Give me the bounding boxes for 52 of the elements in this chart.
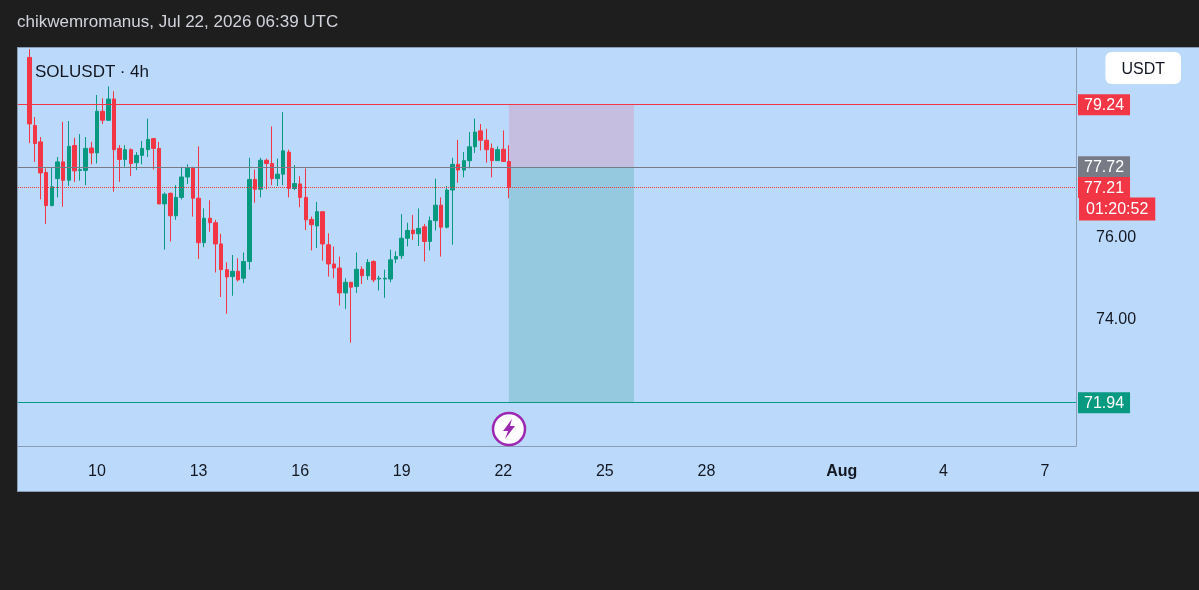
- candlestick: [89, 141, 94, 165]
- x-tick-label: 16: [291, 461, 310, 479]
- y-tick-label: 76.00: [1096, 228, 1137, 246]
- ref-line-label: 77.21: [1084, 179, 1125, 197]
- candlestick: [416, 207, 421, 247]
- candlestick: [236, 257, 240, 282]
- candlestick: [123, 144, 127, 168]
- ref-line-label: 77.72: [1084, 158, 1125, 176]
- candlestick: [360, 265, 364, 285]
- candlestick: [129, 147, 133, 177]
- text: SOLUSDT · 4h: [35, 62, 150, 81]
- ref-line-label: 71.94: [1084, 394, 1125, 412]
- candlestick: [67, 120, 71, 187]
- candlestick: [456, 139, 460, 184]
- candlestick: [349, 281, 353, 344]
- text: USDT: [1121, 59, 1166, 77]
- candlestick: [258, 157, 263, 198]
- ref-line-label: 79.24: [1084, 96, 1125, 114]
- candlestick: [366, 258, 370, 281]
- candlestick: [202, 207, 206, 248]
- x-tick-label: 28: [697, 461, 716, 479]
- x-tick-label: Aug: [826, 461, 858, 479]
- candlestick: [377, 275, 381, 291]
- candlestick: [411, 214, 415, 241]
- candlestick: [50, 167, 54, 207]
- candlestick: [315, 201, 319, 249]
- x-tick-label: 7: [1040, 461, 1050, 479]
- candlestick: [343, 277, 348, 310]
- candlestick: [230, 254, 235, 297]
- candlestick: [106, 85, 111, 122]
- x-tick-label: 25: [595, 461, 614, 479]
- candlestick: [422, 223, 427, 262]
- candlestick: [72, 137, 77, 183]
- candlestick: [168, 192, 173, 242]
- y-tick-label: 74.00: [1096, 310, 1137, 328]
- x-tick-label: 10: [88, 461, 106, 479]
- candlestick: [354, 252, 359, 294]
- x-tick-label: 22: [494, 461, 513, 479]
- candlestick: [371, 259, 376, 283]
- candlestick: [225, 261, 229, 315]
- text: 01:20:52: [1086, 200, 1149, 218]
- candlestick: [495, 145, 500, 162]
- candlestick: [146, 118, 150, 158]
- candlestick: [95, 94, 99, 165]
- x-tick-label: 4: [938, 461, 948, 479]
- chart-subtitle: chikwemromanus, Jul 22, 2026 06:39 UTC: [17, 12, 339, 32]
- candlestick: [55, 156, 60, 198]
- x-tick-label: 19: [392, 461, 411, 479]
- x-tick-label: 13: [189, 461, 208, 479]
- candlestick: [439, 196, 443, 258]
- candlestick: [162, 192, 167, 251]
- candlestick: [292, 164, 297, 191]
